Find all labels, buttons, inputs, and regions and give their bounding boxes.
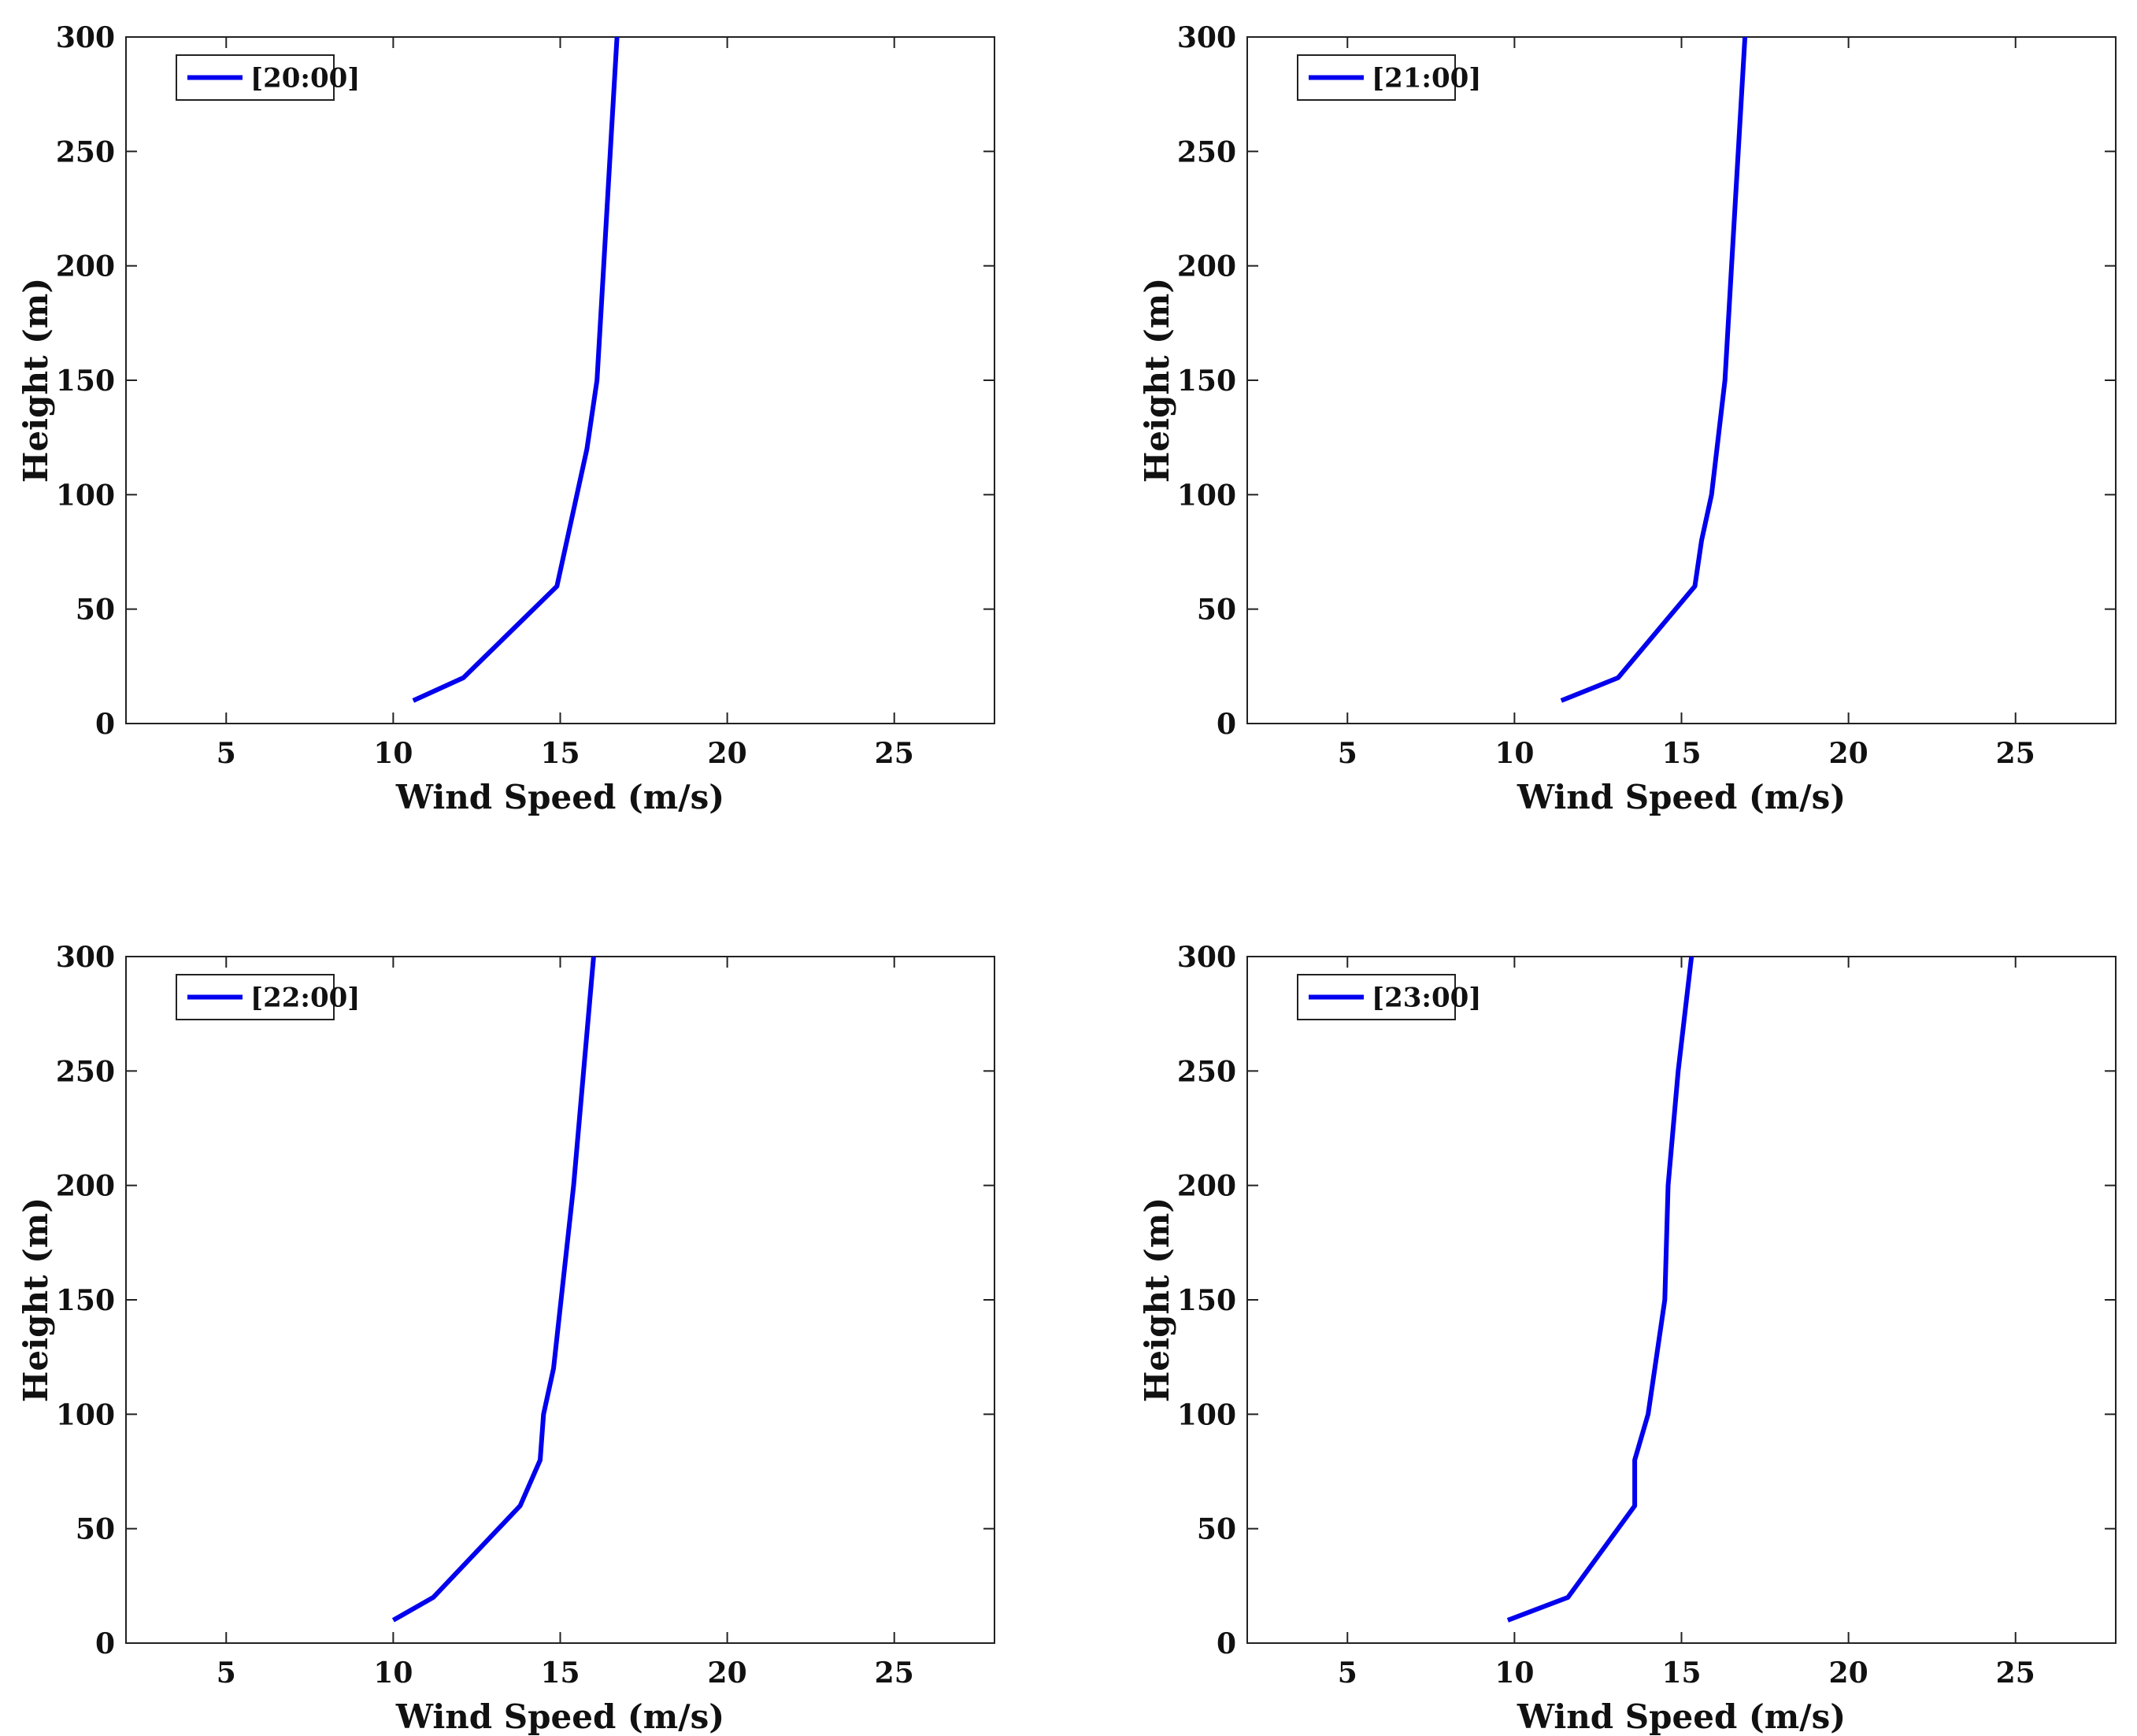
y-tick-label: 300 (1177, 941, 1236, 974)
x-tick-label: 25 (875, 1656, 914, 1690)
y-tick-label: 250 (56, 135, 115, 168)
x-axis-label: Wind Speed (m/s) (1517, 778, 1846, 816)
legend: [20:00] (176, 54, 360, 101)
x-tick-label: 10 (373, 737, 413, 770)
y-tick-label: 0 (1217, 708, 1236, 741)
y-tick-label: 250 (56, 1055, 115, 1088)
y-tick-label: 100 (56, 479, 115, 512)
y-tick-label: 300 (56, 21, 115, 54)
y-tick-label: 100 (1177, 1398, 1236, 1431)
x-axis-label: Wind Speed (m/s) (395, 1697, 724, 1736)
y-tick-label: 150 (56, 365, 115, 398)
y-axis-label: Height (m) (1138, 278, 1176, 483)
series-line-1 (412, 36, 620, 703)
series-line-1 (1560, 36, 1748, 703)
y-axis-label: Height (m) (1138, 1197, 1176, 1402)
y-tick-label: 250 (1177, 135, 1236, 168)
y-tick-label: 200 (56, 1170, 115, 1203)
legend: [22:00] (176, 974, 360, 1020)
y-tick-label: 200 (1177, 1170, 1236, 1203)
x-tick-label: 5 (217, 737, 236, 770)
legend-entry-label: [21:00] (1372, 63, 1481, 94)
x-axis-label: Wind Speed (m/s) (395, 778, 724, 816)
y-tick-label: 200 (56, 250, 115, 283)
y-tick-label: 0 (95, 1627, 115, 1660)
x-tick-label: 25 (1996, 1656, 2035, 1690)
y-tick-label: 50 (1197, 1513, 1236, 1546)
y-tick-label: 0 (95, 708, 115, 741)
x-tick-label: 10 (373, 1656, 413, 1690)
y-tick-label: 100 (1177, 479, 1236, 512)
x-tick-label: 20 (1829, 737, 1868, 770)
x-tick-label: 5 (217, 1656, 236, 1690)
legend-entry-label: [23:00] (1372, 983, 1481, 1014)
y-tick-label: 250 (1177, 1055, 1236, 1088)
x-tick-label: 15 (540, 737, 580, 770)
legend-entry-label: [22:00] (250, 983, 360, 1014)
y-tick-label: 50 (1197, 594, 1236, 627)
y-tick-label: 200 (1177, 250, 1236, 283)
y-tick-label: 100 (56, 1398, 115, 1431)
y-tick-label: 150 (1177, 365, 1236, 398)
x-tick-label: 5 (1338, 737, 1357, 770)
y-axis-label: Height (m) (17, 1197, 55, 1402)
legend: [23:00] (1297, 974, 1481, 1020)
x-tick-label: 10 (1494, 1656, 1534, 1690)
x-tick-label: 15 (540, 1656, 580, 1690)
series-line-1 (391, 956, 596, 1623)
y-tick-label: 300 (1177, 21, 1236, 54)
x-tick-label: 25 (875, 737, 914, 770)
legend: [21:00] (1297, 54, 1481, 101)
y-tick-label: 300 (56, 941, 115, 974)
x-tick-label: 15 (1661, 1656, 1701, 1690)
y-tick-label: 50 (76, 1513, 115, 1546)
y-axis-label: Height (m) (17, 278, 55, 483)
x-tick-label: 20 (1829, 1656, 1868, 1690)
x-tick-label: 20 (708, 737, 747, 770)
x-tick-label: 10 (1494, 737, 1534, 770)
x-tick-label: 15 (1661, 737, 1701, 770)
series-line-1 (1506, 956, 1694, 1623)
x-axis-label: Wind Speed (m/s) (1517, 1697, 1846, 1736)
y-tick-label: 0 (1217, 1627, 1236, 1660)
legend-entry-label: [20:00] (250, 63, 360, 94)
x-tick-label: 5 (1338, 1656, 1357, 1690)
x-tick-label: 20 (708, 1656, 747, 1690)
x-tick-label: 25 (1996, 737, 2035, 770)
y-tick-label: 150 (1177, 1284, 1236, 1317)
y-tick-label: 150 (56, 1284, 115, 1317)
y-tick-label: 50 (76, 594, 115, 627)
